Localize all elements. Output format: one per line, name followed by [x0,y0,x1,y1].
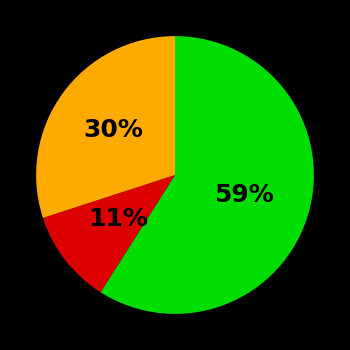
Text: 11%: 11% [88,207,148,231]
Wedge shape [100,36,314,314]
Wedge shape [36,36,175,218]
Text: 59%: 59% [215,183,274,207]
Wedge shape [43,175,175,292]
Text: 30%: 30% [83,118,143,142]
